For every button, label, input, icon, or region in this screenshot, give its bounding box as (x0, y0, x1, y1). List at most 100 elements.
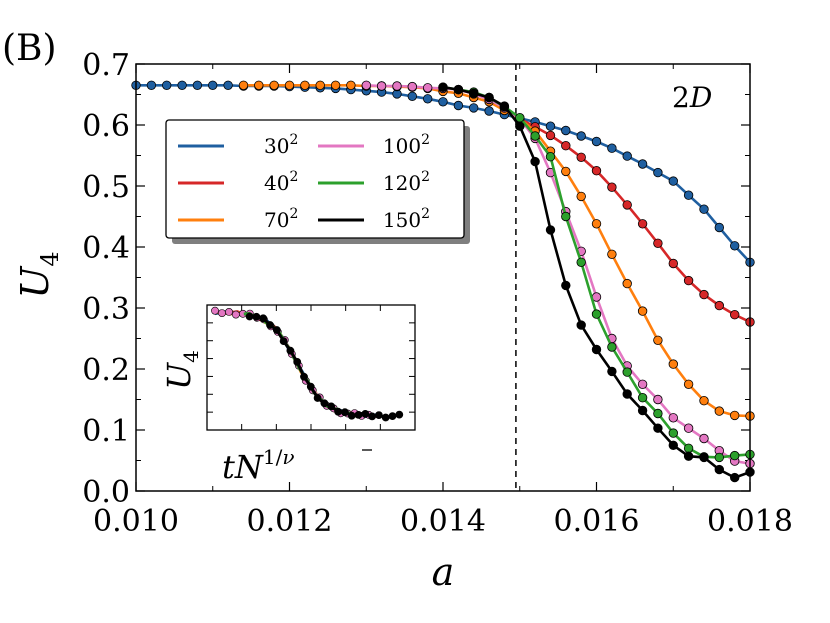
data-point (576, 320, 586, 330)
data-point (730, 472, 740, 483)
data-point (484, 92, 494, 103)
legend-entry-100: 1002 (318, 132, 430, 158)
legend-label: 1202 (383, 169, 430, 195)
data-point (361, 80, 372, 91)
data-point (438, 97, 448, 107)
data-point (714, 464, 725, 475)
data-point (668, 428, 679, 438)
legend-entry-120: 1202 (318, 169, 430, 195)
inset-data-point (259, 314, 268, 323)
data-point (254, 80, 264, 91)
x-tick-labels: 0.010 0.012 0.014 0.016 0.018 (93, 504, 793, 539)
data-point (561, 280, 571, 291)
data-point (576, 152, 586, 163)
data-point (177, 80, 187, 91)
data-point (161, 80, 172, 91)
data-point (407, 91, 418, 102)
data-point (653, 408, 663, 419)
data-point (714, 452, 725, 463)
data-point (653, 238, 663, 249)
inset-data-point (225, 307, 233, 316)
y-tick-label: 0.0 (82, 475, 130, 510)
data-point (683, 423, 694, 433)
inset-data-point (381, 413, 390, 422)
data-point (591, 309, 602, 319)
data-point (653, 423, 663, 433)
data-point (192, 80, 203, 91)
legend: 302 402 702 1002 1202 1502 (165, 119, 470, 244)
inset-data-point (231, 310, 240, 319)
data-point (637, 379, 648, 390)
data-point (683, 451, 694, 461)
inset-data-point (347, 411, 356, 420)
data-point (714, 222, 725, 233)
data-point (453, 84, 464, 95)
data-point (530, 156, 540, 167)
data-point (545, 121, 556, 131)
inset-data-point (368, 412, 376, 421)
inset-data-point (211, 306, 219, 315)
inset-data-point (286, 346, 295, 355)
inset-data-point (388, 412, 397, 420)
data-point (607, 143, 617, 153)
dimension-annotation: 2D (672, 81, 712, 114)
data-point (469, 103, 479, 113)
series-150 (438, 82, 755, 483)
inset-data-point (313, 394, 322, 402)
panel-label: (B) (2, 28, 57, 69)
data-point (653, 167, 663, 178)
data-point (469, 88, 479, 99)
legend-entry-30: 302 (178, 132, 298, 158)
data-point (407, 81, 418, 92)
data-point (438, 82, 448, 92)
inset-data-point (293, 357, 302, 366)
data-point (561, 125, 571, 136)
data-point (699, 452, 709, 463)
data-point (683, 379, 694, 390)
y-tick-label: 0.5 (82, 170, 130, 205)
data-point (284, 80, 295, 91)
data-point (683, 443, 694, 454)
data-point (376, 81, 387, 91)
data-point (545, 130, 556, 141)
data-point (269, 80, 279, 91)
inset-plot: U4 tN1/ν (160, 304, 416, 486)
plot-frame (135, 63, 751, 492)
legend-label: 1502 (383, 206, 430, 232)
data-point (607, 249, 617, 260)
inset-x-axis-title: tN1/ν (222, 445, 295, 486)
series-layer (131, 80, 755, 483)
data-point (668, 359, 679, 369)
data-point (622, 389, 632, 399)
legend-entry-150: 1502 (318, 206, 430, 232)
data-point (637, 219, 648, 229)
inset-data-point (272, 326, 281, 334)
data-point (238, 80, 249, 91)
data-point (699, 204, 709, 214)
data-point (591, 136, 602, 147)
inset-data-point (361, 409, 370, 418)
data-point (591, 219, 602, 229)
data-point (607, 182, 617, 192)
data-point (622, 151, 632, 161)
x-axis-title: a (432, 550, 455, 594)
data-point (315, 80, 325, 91)
data-point (423, 83, 433, 93)
data-point (392, 81, 402, 91)
data-point (607, 342, 617, 352)
data-point (668, 176, 679, 186)
data-point (714, 406, 725, 416)
data-point (576, 131, 586, 141)
data-point (637, 405, 648, 416)
inset-data-point (279, 337, 288, 345)
data-point (515, 121, 525, 131)
series-40 (515, 114, 755, 327)
data-point (591, 344, 602, 355)
y-tick-label: 0.6 (82, 109, 130, 144)
data-point (300, 80, 310, 91)
data-point (223, 80, 233, 91)
inset-data-point (374, 411, 383, 419)
x-tick-label: 0.012 (247, 504, 333, 539)
legend-label: 402 (264, 169, 298, 195)
inset-data-point (245, 312, 254, 321)
